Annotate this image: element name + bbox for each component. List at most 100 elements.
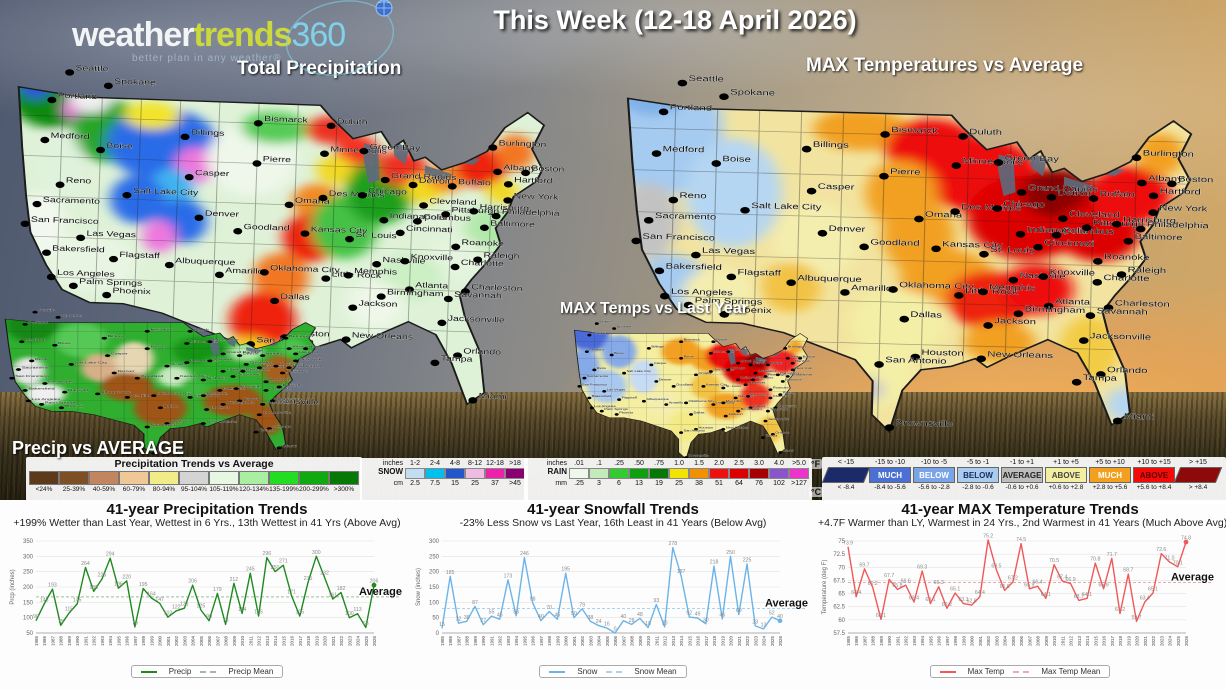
city-label: Bakersfield (28, 387, 55, 390)
city-dot (801, 145, 812, 153)
data-label: 186 (89, 585, 98, 591)
city-dot (592, 368, 597, 372)
legend-swatch (485, 468, 505, 479)
brand-weather: weather (72, 16, 194, 54)
data-label: 93 (653, 598, 659, 604)
city-label: San Francisco (582, 383, 607, 386)
city-label: Reno (597, 366, 607, 369)
x-tick-label: 1986 (854, 636, 859, 647)
degrees-c-label: °C (809, 487, 824, 497)
city-label: Savannah (770, 408, 788, 411)
data-label: 13 (761, 623, 767, 629)
city-label: Pierre (684, 355, 695, 358)
data-label: 74.5 (1016, 537, 1026, 543)
city-dot (658, 108, 669, 116)
city-label: Atlanta (1055, 297, 1091, 307)
legend-swatch (669, 468, 689, 479)
x-tick-label: 2002 (174, 636, 179, 647)
city-label: Grand Rapids (391, 171, 457, 182)
city-label: Burlington (1143, 149, 1194, 159)
city-dot (840, 289, 850, 296)
x-tick-label: 2024 (1168, 636, 1173, 647)
data-label: 62.8 (967, 599, 977, 605)
color-blob (705, 392, 746, 420)
city-dot (631, 237, 642, 245)
color-blob (767, 350, 798, 374)
city-dot (679, 340, 684, 344)
city-dot (443, 295, 453, 303)
city-label: Harrisburg (479, 202, 529, 212)
city-dot (348, 304, 358, 311)
city-dot (260, 354, 266, 358)
y-tick-label: 200 (23, 585, 34, 591)
x-tick-label: 2001 (978, 636, 983, 647)
city-label: Baltimore (1134, 232, 1183, 242)
data-label: 100 (345, 611, 354, 617)
city-dot (437, 319, 447, 327)
city-label: Amarillo (131, 394, 151, 397)
temp-c-range: -8.4 to -5.6 (874, 484, 906, 491)
city-label: Sacramento (655, 212, 717, 223)
legend-swatch (649, 468, 669, 479)
city-label: Los Angeles (32, 397, 61, 400)
city-label: Raleigh (283, 383, 302, 386)
city-dot (236, 399, 243, 403)
series-line (847, 539, 1187, 623)
scale-bottom-value: 13 (635, 480, 643, 487)
legend-swatch (769, 468, 789, 479)
city-label: Baltimore (785, 378, 802, 381)
city-dot (220, 352, 226, 356)
data-label: 45 (555, 613, 561, 619)
city-label: Boston (309, 345, 326, 348)
city-label: Green Bay (731, 348, 750, 351)
city-label: Spokane (114, 77, 156, 87)
city-label: Oklahoma City (899, 281, 974, 292)
city-dot (460, 288, 470, 295)
city-dot (684, 401, 689, 405)
data-label: 63.1 (925, 597, 935, 603)
state-line (876, 98, 887, 436)
city-label: Tampa (259, 428, 276, 431)
city-dot (736, 409, 741, 413)
city-label: Omaha (170, 362, 188, 365)
city-label: Kansas City (942, 240, 1003, 250)
legend-swatch (709, 468, 729, 479)
city-dot (157, 406, 164, 410)
data-label: 300 (312, 550, 321, 556)
city-dot (594, 322, 599, 325)
x-tick-label: 1997 (539, 636, 544, 647)
city-dot (726, 273, 737, 281)
city-dot (341, 336, 351, 343)
city-label: Green Bay (213, 338, 239, 341)
city-dot (976, 355, 987, 363)
data-label: 98 (530, 596, 536, 602)
city-label: Hartford (795, 360, 809, 363)
city-dot (276, 385, 282, 389)
x-tick-label: 2023 (753, 636, 758, 647)
city-label: Raleigh (783, 391, 797, 394)
x-tick-label: 1996 (531, 636, 536, 647)
scale-row-label: SNOW (378, 467, 403, 476)
city-dot (42, 249, 51, 256)
city-dot (359, 147, 369, 155)
data-label: 40 (620, 614, 626, 620)
data-label: 24 (596, 619, 602, 625)
city-dot (164, 364, 170, 368)
city-label: Kansas City (311, 225, 368, 235)
data-label: 75 (58, 619, 64, 625)
x-tick-label: 2023 (347, 636, 352, 647)
x-tick-label: 2026 (372, 636, 377, 647)
city-label: Sacramento (587, 375, 608, 378)
x-tick-label: 1989 (879, 636, 884, 647)
lake (740, 346, 749, 357)
city-label: Little Rock (331, 270, 381, 280)
scale-bottom-value: 51 (715, 480, 723, 487)
scale-top-value: 4-8 (449, 460, 461, 467)
city-dot (55, 316, 61, 319)
temp-legend-swatch (1173, 467, 1223, 483)
color-blob (774, 203, 859, 280)
city-dot (243, 362, 249, 366)
color-blob (200, 355, 240, 384)
x-tick-label: 1992 (904, 636, 909, 647)
max-temp-trends-panel: 41-year MAX Temperature Trends +4.7F War… (818, 500, 1226, 688)
